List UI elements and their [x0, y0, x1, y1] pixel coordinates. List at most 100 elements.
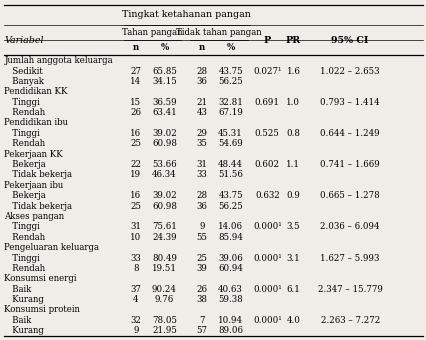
Text: 75.61: 75.61 [152, 222, 176, 231]
Text: 0.602: 0.602 [254, 160, 279, 169]
Text: Rendah: Rendah [4, 233, 45, 242]
Text: Tinggi: Tinggi [4, 222, 40, 231]
Text: 10: 10 [130, 233, 141, 242]
Text: 19: 19 [130, 170, 141, 180]
Text: 9: 9 [133, 326, 138, 335]
Text: 0.9: 0.9 [286, 191, 299, 200]
Text: Rendah: Rendah [4, 139, 45, 148]
Text: 6.1: 6.1 [286, 285, 299, 294]
Text: 39.02: 39.02 [152, 191, 176, 200]
Text: Konsumsi protein: Konsumsi protein [4, 305, 80, 314]
Text: 16: 16 [130, 129, 141, 138]
Text: 25: 25 [130, 139, 141, 148]
Text: 46.34: 46.34 [152, 170, 176, 180]
Text: 1.022 – 2.653: 1.022 – 2.653 [320, 67, 379, 75]
Text: Banyak: Banyak [4, 77, 44, 86]
Text: 25: 25 [196, 254, 207, 262]
Text: 38: 38 [196, 295, 207, 304]
Text: %: % [226, 44, 234, 52]
Text: Baik: Baik [4, 285, 32, 294]
Text: 63.41: 63.41 [152, 108, 176, 117]
Text: 78.05: 78.05 [152, 316, 176, 325]
Text: 32.81: 32.81 [218, 98, 242, 107]
Text: 39.06: 39.06 [218, 254, 242, 262]
Text: 57: 57 [196, 326, 207, 335]
Text: Variabel: Variabel [4, 36, 44, 45]
Text: Kurang: Kurang [4, 326, 44, 335]
Text: Tidak bekerja: Tidak bekerja [4, 202, 72, 210]
Text: n: n [199, 44, 204, 52]
Text: 33: 33 [130, 254, 141, 262]
Text: %: % [160, 44, 168, 52]
Text: 67.19: 67.19 [218, 108, 242, 117]
Text: 0.665 – 1.278: 0.665 – 1.278 [320, 191, 379, 200]
Text: 45.31: 45.31 [218, 129, 242, 138]
Text: 0.027¹: 0.027¹ [253, 67, 281, 75]
Text: Akses pangan: Akses pangan [4, 212, 64, 221]
Text: 60.98: 60.98 [152, 202, 176, 210]
Text: 54.69: 54.69 [218, 139, 242, 148]
Text: Pekerjaan ibu: Pekerjaan ibu [4, 181, 63, 190]
Text: 43.75: 43.75 [218, 67, 242, 75]
Text: 56.25: 56.25 [218, 202, 242, 210]
Text: 14: 14 [130, 77, 141, 86]
Text: P: P [263, 36, 270, 45]
Text: 16: 16 [130, 191, 141, 200]
Text: 4.0: 4.0 [286, 316, 299, 325]
Text: 36.59: 36.59 [152, 98, 176, 107]
Text: Tinggi: Tinggi [4, 129, 40, 138]
Text: 2.036 – 6.094: 2.036 – 6.094 [320, 222, 379, 231]
Text: 60.98: 60.98 [152, 139, 176, 148]
Text: 37: 37 [130, 285, 141, 294]
Text: 34.15: 34.15 [152, 77, 176, 86]
Text: 40.63: 40.63 [218, 285, 242, 294]
Text: 0.644 – 1.249: 0.644 – 1.249 [320, 129, 379, 138]
Text: 7: 7 [199, 316, 204, 325]
Text: Kurang: Kurang [4, 295, 44, 304]
Text: 89.06: 89.06 [218, 326, 242, 335]
Text: 36: 36 [196, 202, 207, 210]
Text: 31: 31 [196, 160, 207, 169]
Text: 4: 4 [133, 295, 138, 304]
Text: 26: 26 [196, 285, 207, 294]
Text: 19.51: 19.51 [152, 264, 176, 273]
Text: 29: 29 [196, 129, 207, 138]
Text: Konsumsi energi: Konsumsi energi [4, 274, 77, 283]
Text: 60.94: 60.94 [218, 264, 242, 273]
Text: 15: 15 [130, 98, 141, 107]
Text: Pekerjaan KK: Pekerjaan KK [4, 150, 63, 159]
Text: 80.49: 80.49 [152, 254, 176, 262]
Text: Sedikit: Sedikit [4, 67, 43, 75]
Text: 0.8: 0.8 [286, 129, 299, 138]
Text: 56.25: 56.25 [218, 77, 242, 86]
Text: 0.691: 0.691 [254, 98, 279, 107]
Text: 95% CI: 95% CI [331, 36, 368, 45]
Text: 53.66: 53.66 [152, 160, 176, 169]
Text: Tinggi: Tinggi [4, 98, 40, 107]
Text: 28: 28 [196, 191, 207, 200]
Text: Pengeluaran keluarga: Pengeluaran keluarga [4, 243, 99, 252]
Text: Tingkat ketahanan pangan: Tingkat ketahanan pangan [122, 11, 250, 19]
Text: 26: 26 [130, 108, 141, 117]
Text: Tinggi: Tinggi [4, 254, 40, 262]
Text: 0.741 – 1.669: 0.741 – 1.669 [320, 160, 379, 169]
Text: 36: 36 [196, 77, 207, 86]
Text: 24.39: 24.39 [152, 233, 176, 242]
Text: Tahan pangan: Tahan pangan [122, 28, 182, 37]
Text: 48.44: 48.44 [218, 160, 242, 169]
Text: 1.1: 1.1 [286, 160, 299, 169]
Text: n: n [132, 44, 138, 52]
Text: 0.000¹: 0.000¹ [252, 254, 281, 262]
Text: Baik: Baik [4, 316, 32, 325]
Text: 85.94: 85.94 [218, 233, 242, 242]
Text: Rendah: Rendah [4, 108, 45, 117]
Text: 90.24: 90.24 [152, 285, 176, 294]
Text: 1.6: 1.6 [286, 67, 299, 75]
Text: 43.75: 43.75 [218, 191, 242, 200]
Text: 1.0: 1.0 [286, 98, 299, 107]
Text: 27: 27 [130, 67, 141, 75]
Text: Bekerja: Bekerja [4, 191, 46, 200]
Text: 14.06: 14.06 [218, 222, 242, 231]
Text: 10.94: 10.94 [218, 316, 242, 325]
Text: 31: 31 [130, 222, 141, 231]
